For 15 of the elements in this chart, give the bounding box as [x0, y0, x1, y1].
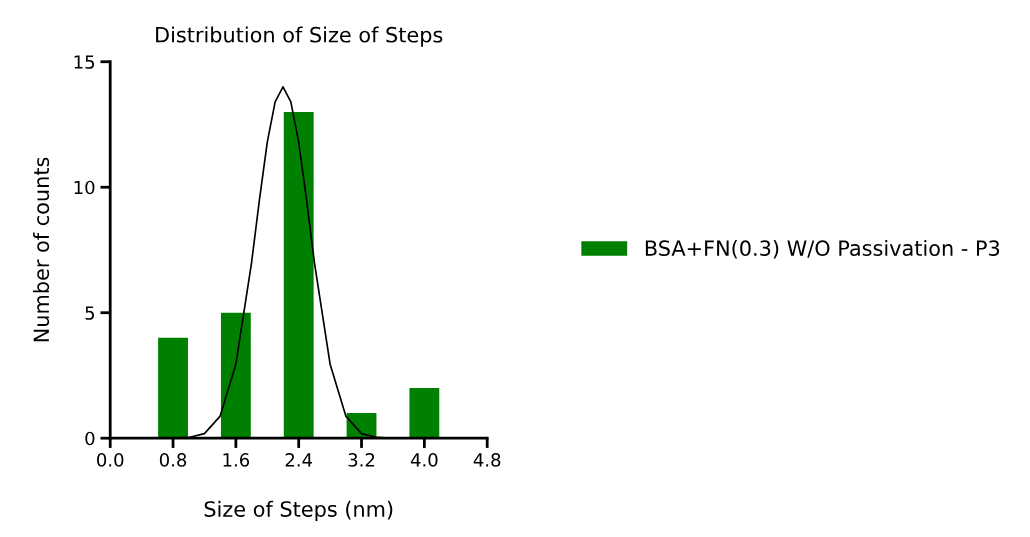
x-axis-title: Size of Steps (nm)	[204, 500, 393, 521]
legend-label: BSA+FN(0.3) W/O Passivation - P3	[645, 239, 1000, 259]
x-tick-label: 0.0	[97, 453, 124, 467]
y-axis-title: Number of counts	[33, 157, 50, 342]
y-tick-label: 0	[85, 431, 95, 446]
x-tick-label: 4.0	[410, 453, 438, 467]
x-tick-label: 4.8	[473, 453, 501, 467]
chart-title: Distribution of Size of Steps	[156, 26, 443, 47]
y-tick-label: 15	[74, 55, 95, 69]
x-tick-label: 0.8	[159, 453, 187, 467]
y-tick-label: 5	[85, 306, 95, 320]
x-tick-label: 3.2	[348, 453, 375, 467]
x-tick-label: 1.6	[223, 453, 250, 467]
x-tick-label: 2.4	[285, 453, 313, 467]
y-tick-label: 10	[74, 180, 95, 195]
